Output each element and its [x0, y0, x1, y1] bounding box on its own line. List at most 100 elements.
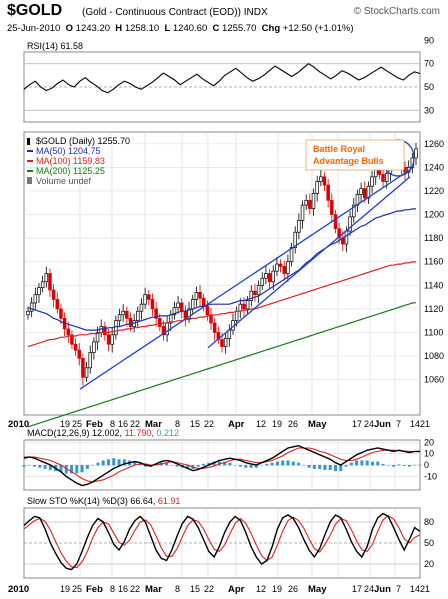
macd-line [23, 444, 420, 487]
x-date-label-bottom: May [308, 584, 327, 595]
x-date-label-bottom: 16 [118, 584, 128, 594]
macd-histogram-bar [59, 465, 63, 473]
x-date-label-bottom: Feb [86, 584, 103, 595]
macd-histogram-bar [196, 465, 200, 467]
macd-histogram-bar [318, 465, 322, 469]
macd-histogram-bar [143, 465, 147, 467]
candle-up [352, 204, 356, 218]
x-date-label: May [308, 419, 327, 430]
ma100-line [27, 261, 416, 348]
macd-histogram-bar [286, 460, 290, 466]
x-date-label-bottom: 2010 [8, 584, 29, 595]
brand-label: © StockCharts.com [353, 6, 440, 17]
x-date-label: 8 [110, 419, 115, 429]
candle-down [326, 184, 330, 201]
x-date-label: 22 [204, 419, 214, 429]
x-date-label: Feb [86, 419, 103, 430]
macd-histogram-bar [270, 462, 274, 466]
legend-price-swatch [27, 138, 30, 145]
candle-up [194, 292, 199, 300]
open-label: O [65, 23, 74, 34]
x-date-label: 22 [130, 419, 140, 429]
candle-up [286, 261, 290, 274]
macd-histogram-bar [334, 465, 338, 472]
macd-histogram-bar [106, 459, 110, 466]
candle-down [154, 308, 158, 319]
x-date-label: Apr [228, 419, 245, 430]
chg-value: +12.50 (+1.01%) [282, 23, 354, 34]
candle-down [59, 308, 63, 319]
price-y-tick: 1060 [424, 375, 444, 385]
annotation-text: Battle Royal [313, 144, 365, 154]
x-date-label-bottom: 8 [110, 584, 115, 594]
macd-histogram-bar [244, 465, 248, 468]
candle-down [308, 200, 312, 209]
candle-up [271, 270, 275, 283]
annotation-box [305, 139, 405, 171]
x-date-label-bottom: 21 [420, 584, 430, 594]
x-date-label-bottom: Mar [145, 584, 162, 595]
macd-histogram-bar [70, 465, 74, 474]
candle-up [293, 231, 297, 248]
legend-ma50: MA(50) 1204.75 [36, 146, 101, 156]
legend-volume: Volume undef [36, 176, 92, 186]
candle-up [289, 247, 294, 263]
x-date-label-bottom: 14 [410, 584, 420, 594]
candle-up [414, 148, 418, 159]
price-y-tick: 1240 [424, 162, 444, 172]
candle-down [106, 334, 111, 345]
macd-histogram-bar [397, 464, 401, 466]
x-date-label: Mar [145, 419, 162, 430]
sto-title-label: Slow STO %K(14) %D(3) 66.64, 61.91 [27, 496, 180, 506]
x-date-label: 7 [396, 419, 401, 429]
macd-histogram-bar [27, 465, 31, 466]
candle-up [238, 303, 243, 312]
candle-down [150, 299, 155, 310]
macd-histogram-bar [33, 465, 37, 467]
x-date-label-bottom: 7 [396, 584, 401, 594]
candle-up [223, 338, 228, 347]
macd-histogram-bar [402, 465, 406, 466]
candle-up [84, 367, 89, 378]
macd-histogram-bar [112, 458, 116, 466]
candle-down [125, 310, 129, 319]
x-date-label-bottom: 15 [190, 584, 200, 594]
macd-histogram-bar [254, 465, 258, 468]
sto-d-line [23, 515, 421, 569]
price-y-tick: 1200 [424, 210, 444, 220]
candle-up [136, 310, 140, 322]
x-date-label: 17 [352, 419, 362, 429]
x-date-label: 14 [410, 419, 420, 429]
candle-down [201, 297, 206, 307]
x-date-label-bottom: 22 [204, 584, 214, 594]
x-date-label: 15 [190, 419, 200, 429]
candle-down [322, 176, 327, 186]
macd-y-tick: -10 [424, 471, 437, 481]
candle-down [77, 349, 81, 359]
quote-date: 25-Jun-2010 [7, 23, 61, 34]
rsi-y-tick: 70 [424, 59, 434, 69]
macd-histogram-bar [75, 465, 79, 474]
macd-histogram-bar [212, 461, 216, 466]
candle-up [245, 300, 250, 310]
candle-up [37, 287, 41, 296]
candle-up [165, 322, 169, 336]
candle-up [304, 200, 308, 206]
price-y-tick: 1160 [424, 257, 443, 267]
macd-histogram-bar [117, 459, 121, 466]
macd-histogram-bar [312, 465, 316, 469]
macd-histogram-bar [302, 465, 306, 466]
price-y-tick: 1140 [424, 280, 443, 290]
macd-histogram-bar [418, 464, 422, 466]
rsi-y-tick: 30 [424, 105, 434, 115]
chart-description: (Gold - Continuous Contract (EOD)) INDX [82, 7, 268, 18]
macd-histogram-bar [96, 462, 100, 466]
candle-up [110, 334, 114, 345]
x-date-label-bottom: 19 [272, 584, 282, 594]
macd-histogram-bar [349, 462, 353, 466]
candle-up [29, 302, 34, 312]
macd-title-label: MACD(12,26,9) 12.002, 11.790, 0.212 [27, 428, 179, 438]
ma200-line [27, 302, 417, 428]
macd-histogram-bar [413, 464, 417, 466]
candle-up [256, 284, 261, 296]
